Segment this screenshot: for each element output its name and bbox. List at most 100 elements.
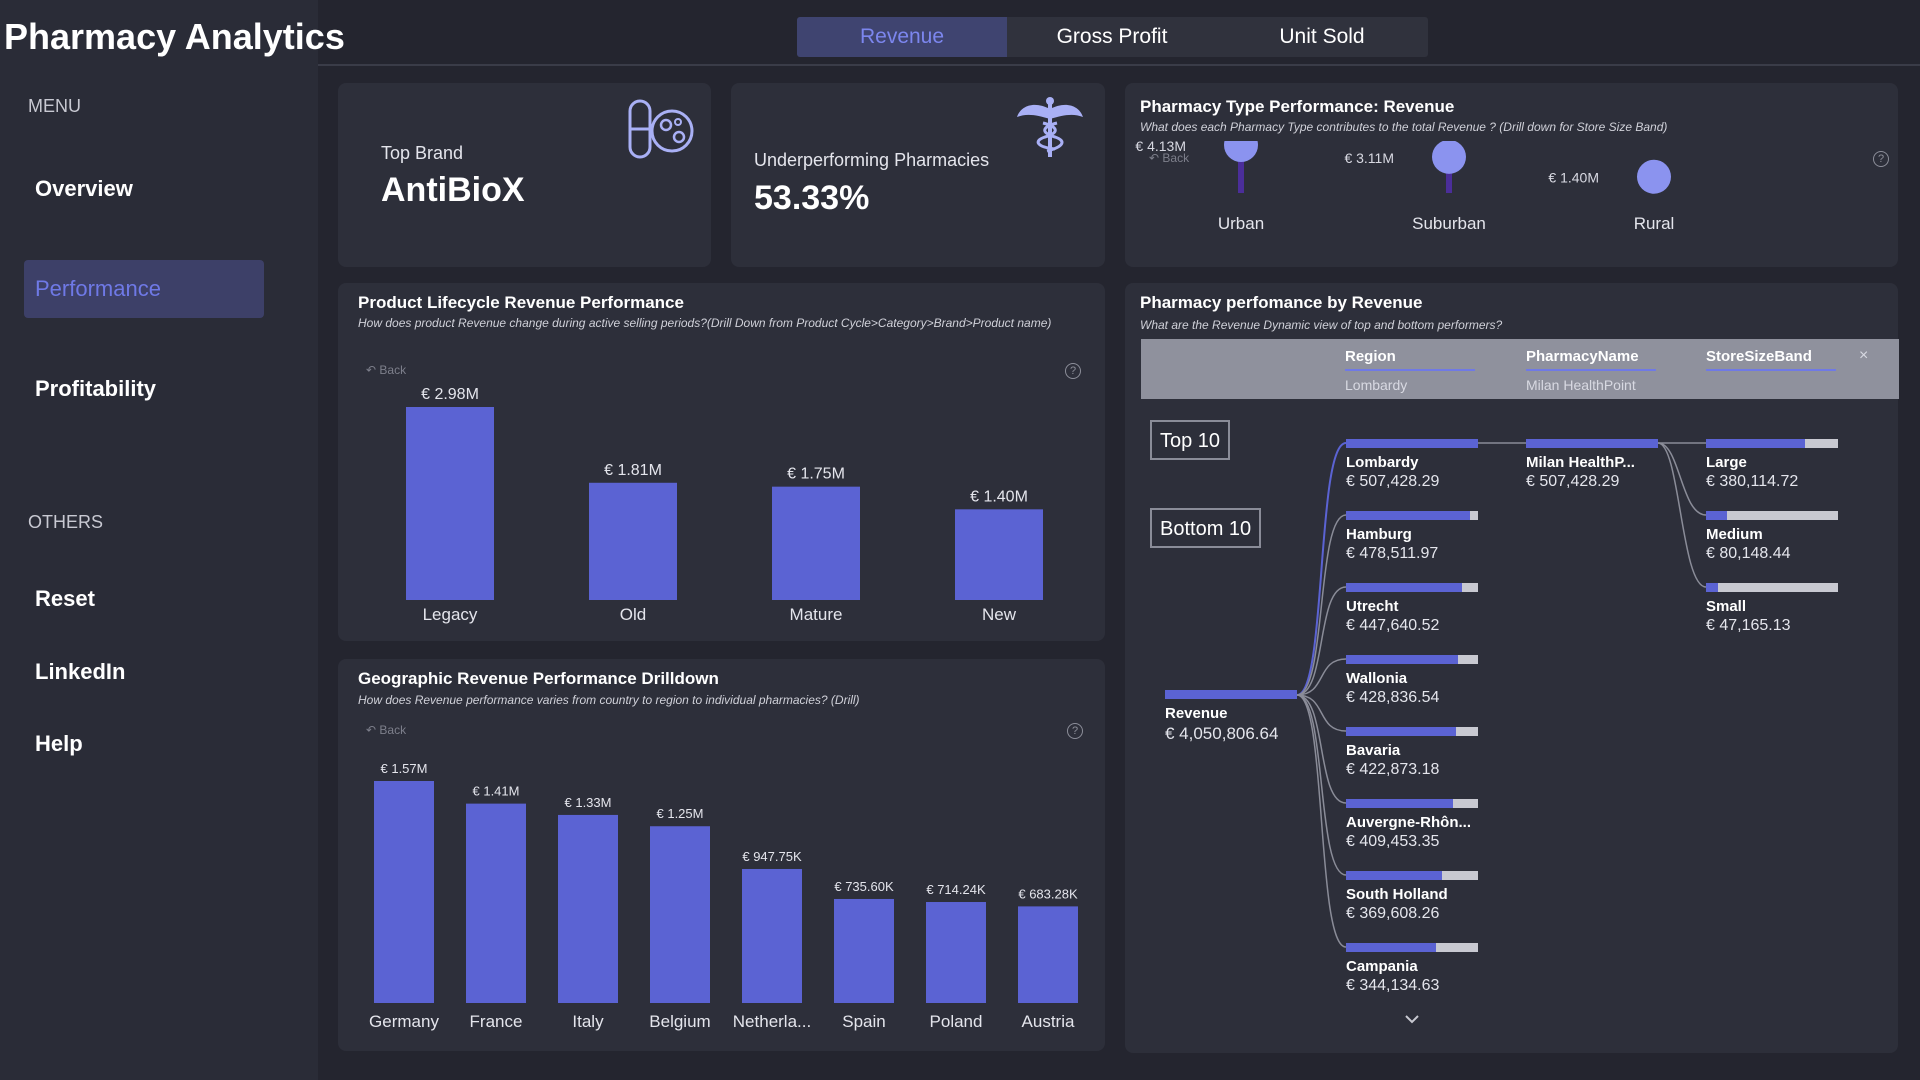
geo-subtitle: How does Revenue performance varies from…	[358, 693, 860, 707]
bar-2[interactable]: € 1.33M Italy	[558, 795, 618, 1031]
tab-unit-sold[interactable]: Unit Sold	[1279, 25, 1365, 48]
close-icon[interactable]: ×	[1859, 347, 1869, 364]
region-node[interactable]: Wallonia € 428,836.54	[1346, 655, 1478, 707]
back-arrow-icon: ↶	[366, 723, 380, 737]
lifecycle-title: Product Lifecycle Revenue Performance	[358, 293, 684, 312]
lollipop-urban[interactable]: € 4.13M Urban	[1135, 141, 1264, 233]
lollipop-rural[interactable]: € 1.40M Rural	[1548, 159, 1675, 233]
bar-category-label: Spain	[842, 1012, 885, 1031]
pharmacy-type-back-button[interactable]: ↶ Back	[1149, 151, 1190, 165]
size-node[interactable]: Large € 380,114.72	[1706, 439, 1838, 491]
bar-3[interactable]: € 1.40M New	[955, 488, 1043, 624]
bar-rect	[834, 898, 894, 1003]
region-node[interactable]: Utrecht € 447,640.52	[1346, 583, 1478, 635]
pill-gear-icon	[628, 99, 694, 159]
filter-head-storesize[interactable]: StoreSizeBand	[1706, 348, 1836, 371]
bar-3[interactable]: € 1.25M Belgium	[649, 806, 710, 1031]
lollipop-suburban[interactable]: € 3.11M Suburban	[1344, 141, 1486, 233]
kpi-value-underperforming: 53.33%	[754, 179, 870, 217]
lollipop-value-label: € 3.11M	[1344, 150, 1394, 166]
bar-category-label: Old	[620, 605, 646, 624]
lollipop-value-label: € 4.13M	[1135, 141, 1186, 154]
tab-revenue[interactable]: Revenue	[797, 17, 1007, 57]
tree-connector	[1296, 694, 1347, 876]
region-node[interactable]: Auvergne-Rhôn... € 409,453.35	[1346, 799, 1478, 851]
region-value: € 507,428.29	[1346, 473, 1440, 490]
region-value: € 422,873.18	[1346, 761, 1440, 778]
bar-value-label: € 735.60K	[834, 879, 894, 894]
bar-value-label: € 1.40M	[970, 488, 1028, 505]
decomp-title: Pharmacy perfomance by Revenue	[1140, 293, 1423, 312]
app-title: Pharmacy Analytics	[4, 16, 345, 57]
bar-0[interactable]: € 1.57M Germany	[369, 761, 439, 1031]
bar-1[interactable]: € 1.41M France	[466, 784, 526, 1031]
bar-category-label: Italy	[572, 1012, 604, 1031]
tree-connector	[1657, 442, 1707, 516]
sidebar-item-overview[interactable]: Overview	[35, 176, 133, 201]
region-label: Lombardy	[1346, 454, 1419, 471]
chevron-down-icon[interactable]	[1404, 1013, 1420, 1025]
tree-connector	[1296, 658, 1347, 696]
tree-connector	[1296, 694, 1347, 804]
region-node[interactable]: Lombardy € 507,428.29	[1346, 439, 1478, 491]
region-value: € 428,836.54	[1346, 689, 1440, 706]
tree-connector	[1296, 442, 1347, 696]
bottom-10-button[interactable]: Bottom 10	[1150, 508, 1262, 548]
region-node[interactable]: Campania € 344,134.63	[1346, 943, 1478, 995]
region-label: Hamburg	[1346, 526, 1412, 543]
header-divider	[318, 64, 1920, 66]
region-node[interactable]: South Holland € 369,608.26	[1346, 871, 1478, 923]
bar-1[interactable]: € 1.81M Old	[589, 462, 677, 624]
bar-rect	[926, 902, 986, 1003]
region-node[interactable]: Bavaria € 422,873.18	[1346, 727, 1478, 779]
pharmacy-type-title: Pharmacy Type Performance: Revenue	[1140, 97, 1455, 116]
bar-value-label: € 947.75K	[742, 849, 802, 864]
lollipop-value-label: € 1.40M	[1548, 170, 1599, 186]
region-value: € 409,453.35	[1346, 833, 1440, 850]
geo-back-button[interactable]: ↶ Back	[366, 723, 407, 737]
tab-gross-profit[interactable]: Gross Profit	[1056, 25, 1168, 48]
help-icon[interactable]: ?	[1873, 151, 1889, 167]
help-icon[interactable]: ?	[1065, 363, 1081, 379]
filter-head-pharmacy[interactable]: PharmacyName	[1526, 348, 1656, 371]
sidebar-item-help[interactable]: Help	[35, 731, 83, 756]
bar-rect	[742, 868, 802, 1003]
bar-rect	[650, 826, 710, 1003]
pharmacy-value: € 507,428.29	[1526, 473, 1620, 490]
bar-0[interactable]: € 2.98M Legacy	[406, 386, 494, 624]
size-value: € 80,148.44	[1706, 545, 1791, 562]
decomp-root-node[interactable]: Revenue € 4,050,806.64	[1165, 690, 1297, 744]
filter-head-region[interactable]: Region	[1345, 348, 1475, 371]
region-label: Bavaria	[1346, 742, 1401, 759]
sidebar-item-performance[interactable]: Performance	[24, 260, 264, 318]
sidebar-item-profitability[interactable]: Profitability	[35, 376, 157, 401]
bar-7[interactable]: € 683.28K Austria	[1018, 886, 1078, 1031]
region-label: Wallonia	[1346, 670, 1408, 687]
pharmacy-node[interactable]: Milan HealthP... € 507,428.29	[1526, 439, 1658, 491]
help-icon[interactable]: ?	[1067, 723, 1083, 739]
bar-value-label: € 1.25M	[657, 806, 704, 821]
lifecycle-back-button[interactable]: ↶ Back	[366, 363, 407, 377]
size-label: Medium	[1706, 526, 1763, 543]
others-section-label: OTHERS	[28, 512, 104, 532]
size-node[interactable]: Small € 47,165.13	[1706, 583, 1838, 635]
top-10-button[interactable]: Top 10	[1150, 420, 1231, 460]
bar-6[interactable]: € 714.24K Poland	[926, 882, 986, 1031]
tree-connector	[1296, 586, 1347, 696]
sidebar-item-linkedin[interactable]: LinkedIn	[35, 659, 126, 684]
bar-4[interactable]: € 947.75K Netherla...	[733, 849, 811, 1031]
sidebar-item-reset[interactable]: Reset	[35, 586, 95, 611]
bar-5[interactable]: € 735.60K Spain	[834, 879, 894, 1031]
bar-category-label: Germany	[369, 1012, 439, 1031]
size-label: Small	[1706, 598, 1747, 615]
region-node[interactable]: Hamburg € 478,511.97	[1346, 511, 1478, 563]
lollipop-category-label: Rural	[1634, 214, 1675, 233]
size-node[interactable]: Medium € 80,148.44	[1706, 511, 1838, 563]
pharmacy-label: Milan HealthP...	[1526, 454, 1635, 471]
region-label: Auvergne-Rhôn...	[1346, 814, 1472, 831]
sidebar: Pharmacy Analytics MENU Overview Perform…	[0, 0, 345, 1080]
bar-2[interactable]: € 1.75M Mature	[772, 466, 860, 624]
bar-category-label: Netherla...	[733, 1012, 811, 1031]
lifecycle-subtitle: How does product Revenue change during a…	[358, 316, 1052, 330]
menu-section-label: MENU	[28, 96, 81, 116]
